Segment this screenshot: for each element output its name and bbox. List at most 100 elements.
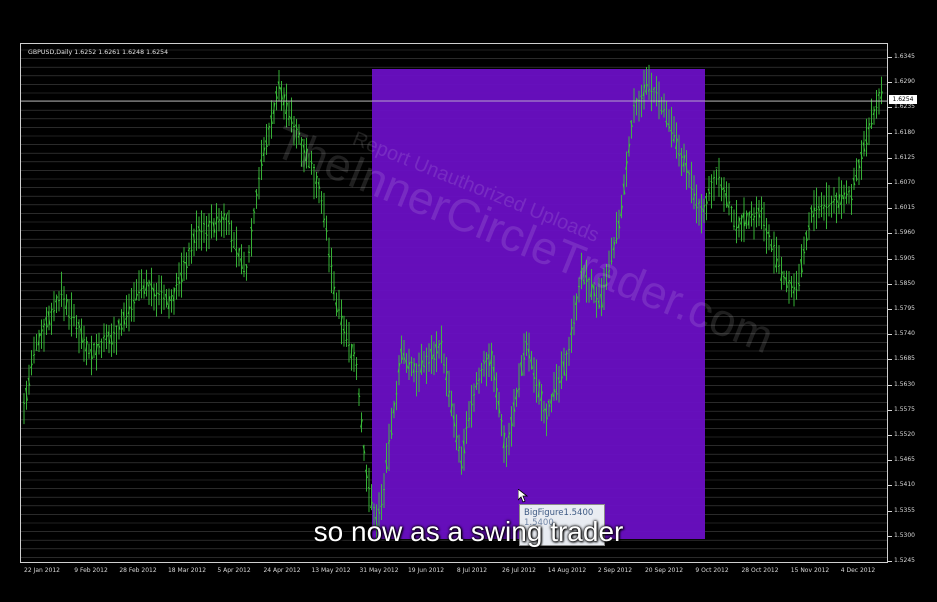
candle-open-close (390, 430, 393, 435)
candle-open-close (502, 432, 506, 449)
price-tick-label: 1.5300 (894, 531, 915, 539)
candle-open-close (702, 204, 706, 213)
candle-open-close (197, 226, 201, 231)
price-tick-label: 1.6235 (894, 103, 915, 111)
candle-open-close (255, 190, 258, 196)
candle-open-close (490, 351, 493, 365)
candle-open-close (752, 215, 756, 221)
candle-open-close (67, 315, 71, 318)
candle-open-close (45, 317, 48, 328)
candle-open-close (430, 348, 433, 360)
candle-open-close (667, 123, 671, 129)
candle-open-close (497, 400, 501, 414)
candle-open-close (435, 344, 438, 354)
candle-open-close (607, 270, 611, 273)
price-tick-label: 1.5685 (894, 355, 915, 363)
candle-open-close (532, 373, 536, 380)
candle-open-close (525, 341, 528, 345)
candle-open-close (865, 139, 868, 145)
candle-open-close (162, 297, 166, 300)
candle-open-close (542, 408, 546, 412)
candle-open-close (777, 264, 781, 268)
candle-open-close (360, 419, 363, 428)
price-tick-label: 1.6180 (894, 128, 915, 136)
candle-open-close (297, 132, 301, 138)
price-tick (888, 561, 892, 562)
candle-open-close (622, 183, 626, 195)
candle-open-close (820, 204, 823, 208)
candle-open-close (487, 354, 491, 366)
date-tick-label: 14 Aug 2012 (547, 567, 587, 574)
candle-open-close (510, 417, 513, 426)
candle-open-close (415, 370, 418, 373)
candle-open-close (785, 277, 788, 288)
date-tick-label: 13 May 2012 (311, 567, 351, 574)
price-tick (888, 233, 892, 235)
price-chart[interactable]: GBPUSD,Daily 1.6252 1.6261 1.6248 1.6254… (20, 43, 888, 563)
candle-open-close (755, 212, 758, 214)
candle-open-close (300, 139, 303, 146)
candle-open-close (465, 426, 468, 429)
candle-open-close (110, 334, 113, 345)
candle-open-close (527, 348, 531, 359)
candle-open-close (787, 280, 791, 284)
date-tick-label: 4 Dec 2012 (840, 567, 876, 574)
candle-open-close (627, 143, 631, 153)
candle-open-close (505, 445, 508, 448)
object-tooltip: BigFigure1.5400 1.5400 (519, 504, 605, 546)
time-axis: 22 Jan 2012 9 Feb 2012 28 Feb 2012 18 Mar 2… (20, 563, 888, 579)
price-tick (888, 359, 892, 361)
candle-open-close (397, 362, 401, 373)
candle-open-close (605, 282, 608, 286)
candle-open-close (117, 320, 121, 330)
candle-open-close (112, 331, 116, 334)
candle-open-close (517, 388, 521, 391)
candle-open-close (375, 516, 378, 527)
candle-open-close (712, 177, 716, 179)
candle-open-close (342, 328, 346, 334)
candle-open-close (215, 216, 218, 225)
candle-open-close (867, 123, 871, 130)
candle-open-close (442, 363, 446, 366)
candle-open-close (457, 446, 461, 452)
price-tick-label: 1.5905 (894, 254, 915, 262)
candle-open-close (617, 220, 621, 229)
candle-open-close (772, 244, 776, 247)
candle-open-close (387, 440, 391, 444)
candle-open-close (385, 460, 388, 470)
candle-open-close (185, 261, 188, 269)
candle-open-close (150, 283, 153, 290)
candle-open-close (507, 432, 511, 438)
candle-open-close (262, 147, 266, 157)
candle-open-close (147, 281, 151, 287)
candle-open-close (767, 231, 771, 238)
candle-open-close (237, 247, 241, 257)
candle-open-close (92, 343, 96, 346)
date-tick-label: 24 Apr 2012 (263, 567, 301, 574)
candle-open-close (372, 506, 376, 509)
candle-open-close (765, 228, 768, 234)
candle-open-close (70, 316, 73, 320)
candle-open-close (270, 115, 273, 124)
tooltip-title: BigFigure1.5400 (524, 508, 594, 518)
candle-open-close (410, 361, 413, 364)
candle-open-close (122, 311, 126, 325)
candle-open-close (57, 299, 61, 302)
price-tick (888, 460, 892, 462)
candle-open-close (745, 212, 748, 225)
candle-open-close (512, 402, 516, 412)
candle-open-close (560, 376, 563, 383)
candle-open-close (790, 281, 793, 288)
candle-open-close (75, 327, 78, 330)
candle-open-close (402, 353, 406, 361)
candle-open-close (562, 361, 566, 377)
candle-open-close (825, 206, 828, 209)
candle-open-close (250, 226, 253, 232)
candle-open-close (470, 401, 473, 406)
price-tick (888, 535, 892, 537)
candle-open-close (582, 279, 586, 284)
candlesticks (22, 64, 883, 540)
candle-open-close (620, 205, 623, 217)
candle-open-close (625, 161, 628, 170)
candle-open-close (80, 328, 83, 343)
